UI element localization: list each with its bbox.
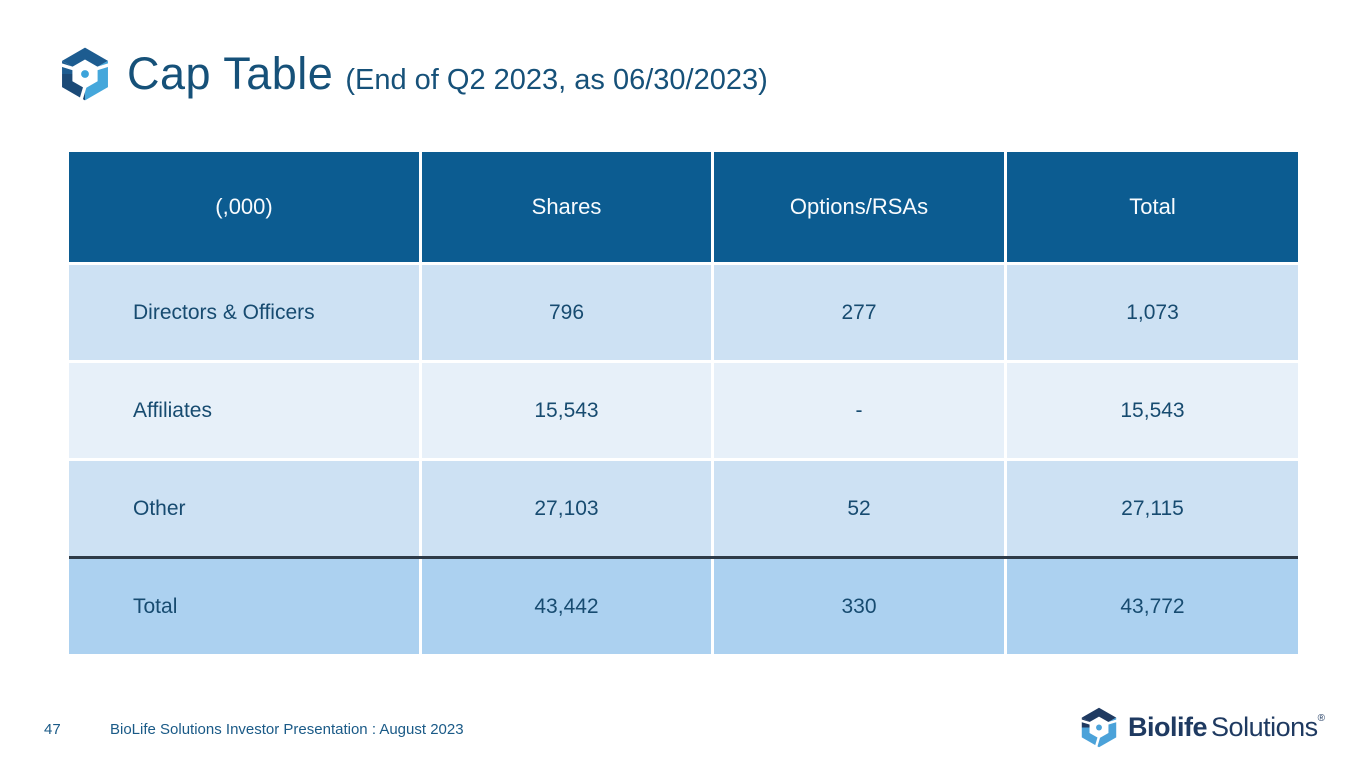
page-subtitle: (End of Q2 2023, as 06/30/2023) — [345, 64, 768, 96]
column-header-total: Total — [1007, 152, 1298, 262]
table-row-affiliates: Affiliates 15,543 - 15,543 — [69, 363, 1298, 458]
brand-wordmark: Biolife Solutions ® — [1128, 712, 1325, 743]
options-cell: 330 — [714, 559, 1007, 654]
options-cell: - — [714, 363, 1007, 458]
page-number: 47 — [44, 721, 61, 738]
table-row-total: Total 43,442 330 43,772 — [69, 559, 1298, 654]
shares-cell: 43,442 — [422, 559, 714, 654]
total-cell: 15,543 — [1007, 363, 1298, 458]
biolife-logo-icon — [1078, 705, 1120, 750]
biolife-logo-icon — [57, 44, 113, 104]
biolife-solutions-logo: Biolife Solutions ® — [1078, 705, 1325, 750]
row-label-cell: Affiliates — [69, 363, 422, 458]
total-cell: 1,073 — [1007, 265, 1298, 360]
table-header-row: (,000) Shares Options/RSAs Total — [69, 152, 1298, 262]
column-header-000: (,000) — [69, 152, 422, 262]
shares-cell: 796 — [422, 265, 714, 360]
column-header-shares: Shares — [422, 152, 714, 262]
slide-header: Cap Table (End of Q2 2023, as 06/30/2023… — [57, 44, 768, 104]
cap-table: (,000) Shares Options/RSAs Total Directo… — [69, 152, 1298, 654]
row-label-cell: Other — [69, 461, 422, 556]
total-cell: 27,115 — [1007, 461, 1298, 556]
shares-cell: 15,543 — [422, 363, 714, 458]
shares-cell: 27,103 — [422, 461, 714, 556]
total-divider-line — [69, 556, 1298, 559]
page-title: Cap Table — [127, 48, 334, 99]
options-cell: 277 — [714, 265, 1007, 360]
table-row-other: Other 27,103 52 27,115 — [69, 461, 1298, 556]
options-cell: 52 — [714, 461, 1007, 556]
table-row-directors-officers: Directors & Officers 796 277 1,073 — [69, 265, 1298, 360]
brand-name-regular: Solutions — [1211, 712, 1318, 742]
column-header-options-rsas: Options/RSAs — [714, 152, 1007, 262]
brand-name-bold: Biolife — [1128, 712, 1208, 742]
total-cell: 43,772 — [1007, 559, 1298, 654]
footer-caption: BioLife Solutions Investor Presentation … — [110, 721, 464, 738]
row-label-cell: Total — [69, 559, 422, 654]
row-label-cell: Directors & Officers — [69, 265, 422, 360]
registered-trademark-symbol: ® — [1317, 713, 1325, 724]
